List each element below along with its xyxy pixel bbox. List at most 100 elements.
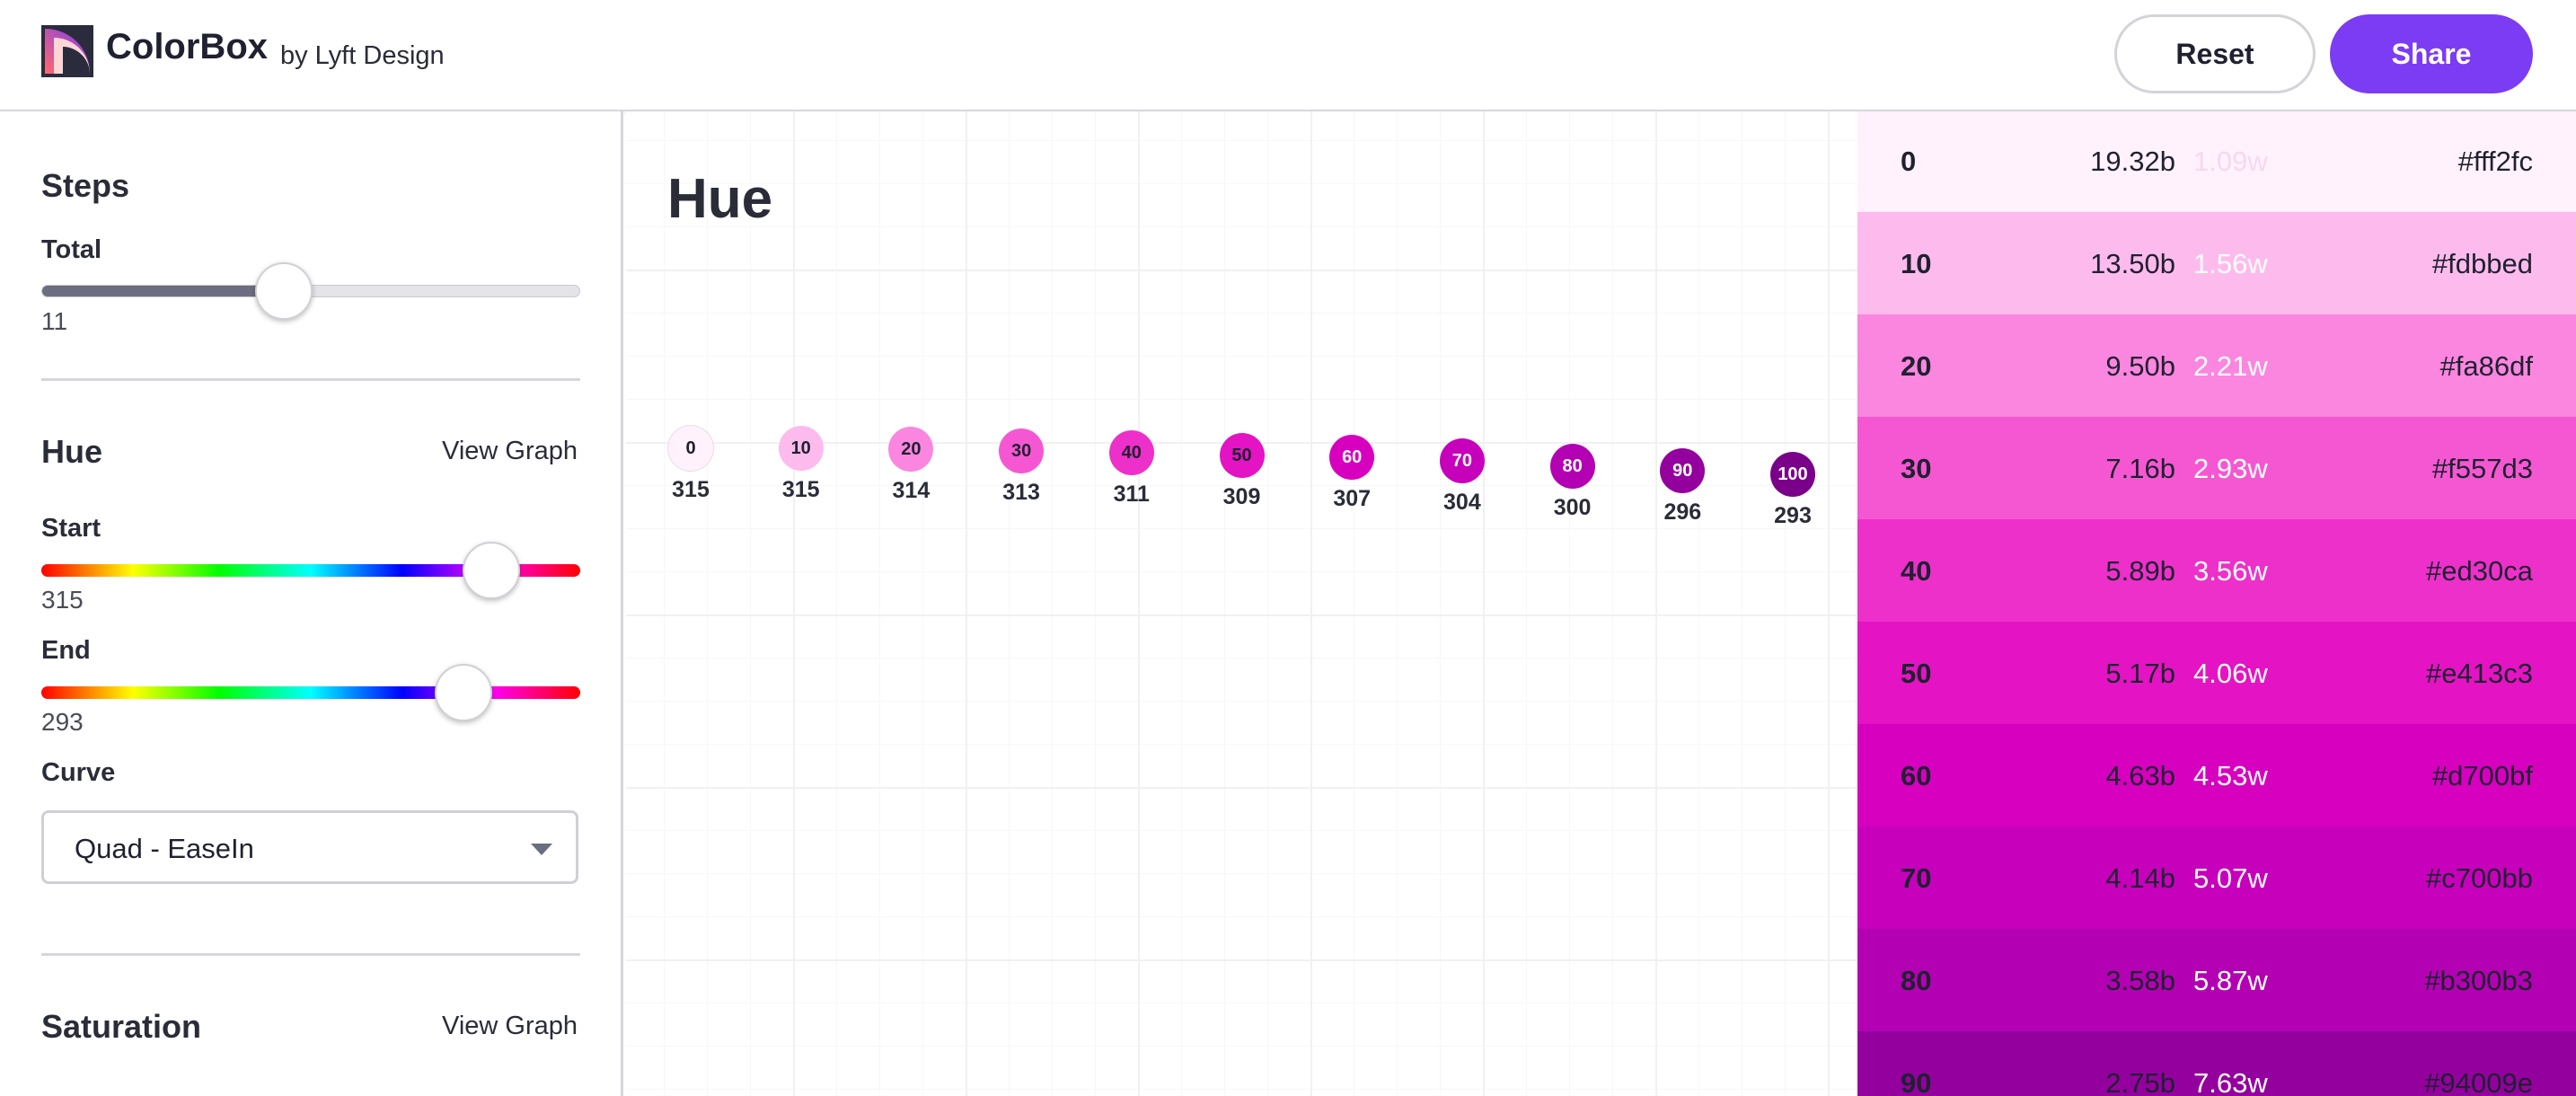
hue-graph-point[interactable]: 90 — [1660, 447, 1706, 493]
reset-button[interactable]: Reset — [2114, 14, 2316, 93]
graph-title: Hue — [667, 168, 773, 230]
hue-graph-panel: Hue 0 315 10 315 20 314 30 313 40 311 50 309 60 307 70… — [626, 111, 1857, 1096]
settings-sidebar: Steps Total 11 Hue View Graph Start 315 … — [0, 111, 623, 1096]
swatch-hex: #ed30ca — [2426, 555, 2533, 587]
swatch-hex: #94009e — [2424, 1067, 2533, 1096]
swatch-contrast-black: 2.75b — [2105, 1067, 2175, 1096]
hue-end-slider-thumb[interactable] — [435, 664, 492, 721]
hue-curve-label: Curve — [41, 758, 116, 787]
swatch-contrast-white: 4.06w — [2193, 658, 2268, 689]
hue-graph-point[interactable]: 10 — [778, 426, 824, 471]
hue-graph-point[interactable]: 20 — [888, 427, 934, 473]
swatch-contrast-black: 13.50b — [2090, 248, 2175, 279]
hue-graph-point-label: 309 — [1222, 483, 1261, 509]
hue-graph-point[interactable]: 40 — [1108, 430, 1154, 476]
swatch-hex: #e413c3 — [2426, 658, 2533, 689]
swatch-contrast-white: 1.56w — [2193, 248, 2268, 279]
brand-name: ColorBox — [106, 27, 268, 66]
hue-graph-point-label: 315 — [781, 477, 820, 502]
hue-section-title: Hue — [41, 433, 103, 470]
hue-start-slider[interactable] — [41, 564, 580, 577]
swatch-row[interactable]: 20 9.50b 2.21w #fa86df — [1857, 314, 2576, 417]
swatch-row[interactable]: 60 4.63b 4.53w #d700bf — [1857, 724, 2576, 826]
hue-start-slider-thumb[interactable] — [463, 542, 520, 599]
swatch-contrast-black: 5.89b — [2105, 555, 2175, 587]
steps-slider-fill — [42, 286, 285, 296]
hue-start-label: Start — [41, 514, 101, 543]
hue-end-value: 293 — [41, 708, 84, 736]
hue-view-graph-link[interactable]: View Graph — [442, 437, 578, 465]
hue-graph-point-label: 300 — [1553, 494, 1592, 520]
colorbox-logo-icon — [41, 25, 93, 77]
swatch-step: 90 — [1901, 1067, 1932, 1096]
swatch-step: 30 — [1901, 453, 1932, 484]
swatch-row[interactable]: 10 13.50b 1.56w #fdbbed — [1857, 212, 2576, 314]
hue-graph-point[interactable]: 30 — [999, 428, 1045, 473]
swatch-contrast-white: 1.09w — [2193, 146, 2268, 177]
hue-end-label: End — [41, 636, 91, 665]
swatch-step: 0 — [1901, 146, 1917, 177]
swatch-contrast-white: 4.53w — [2193, 760, 2268, 791]
swatch-row[interactable]: 0 19.32b 1.09w #fff2fc — [1857, 111, 2576, 212]
swatch-row[interactable]: 90 2.75b 7.63w #94009e — [1857, 1031, 2576, 1096]
steps-section-title: Steps — [41, 167, 130, 204]
hue-graph-point-label: 314 — [892, 478, 931, 504]
saturation-section-title: Saturation — [41, 1008, 202, 1045]
brand-byline: by Lyft Design — [280, 41, 445, 70]
swatch-list: 0 19.32b 1.09w #fff2fc 10 13.50b 1.56w #fdbbed 2… — [1857, 111, 2576, 1096]
swatch-step: 10 — [1901, 248, 1932, 279]
hue-graph-point[interactable]: 80 — [1549, 443, 1595, 489]
hue-graph-point[interactable]: 60 — [1329, 435, 1375, 481]
swatch-contrast-black: 7.16b — [2105, 453, 2175, 484]
swatch-contrast-black: 5.17b — [2105, 658, 2175, 689]
hue-graph-point-label: 304 — [1443, 490, 1481, 516]
swatch-hex: #fdbbed — [2431, 248, 2533, 279]
hue-graph-point-label: 296 — [1663, 499, 1702, 525]
swatch-contrast-white: 2.21w — [2193, 350, 2268, 382]
swatch-row[interactable]: 80 3.58b 5.87w #b300b3 — [1857, 929, 2576, 1031]
swatch-contrast-white: 2.93w — [2193, 453, 2268, 484]
swatch-hex: #d700bf — [2431, 760, 2533, 791]
swatch-step: 70 — [1901, 862, 1932, 894]
section-divider — [41, 953, 580, 956]
hue-graph-point-label: 307 — [1333, 486, 1372, 512]
hue-start-value: 315 — [41, 586, 84, 614]
saturation-view-graph-link[interactable]: View Graph — [442, 1012, 578, 1040]
steps-total-label: Total — [41, 235, 102, 264]
swatch-contrast-black: 4.63b — [2105, 760, 2175, 791]
swatch-contrast-black: 19.32b — [2090, 146, 2175, 177]
app-header: ColorBox by Lyft Design Reset Share — [0, 0, 2576, 111]
swatch-contrast-white: 5.07w — [2193, 862, 2268, 894]
hue-graph-point-label: 311 — [1113, 482, 1150, 508]
swatch-hex: #f557d3 — [2431, 453, 2533, 484]
swatch-contrast-white: 5.87w — [2193, 965, 2268, 996]
swatch-row[interactable]: 40 5.89b 3.56w #ed30ca — [1857, 519, 2576, 622]
swatch-hex: #fff2fc — [2457, 146, 2533, 177]
swatch-row[interactable]: 70 4.14b 5.07w #c700bb — [1857, 826, 2576, 929]
swatch-contrast-black: 3.58b — [2105, 965, 2175, 996]
hue-curve-selected-value: Quad - EaseIn — [75, 833, 254, 864]
section-divider — [41, 378, 580, 381]
hue-graph-point-label: 315 — [672, 477, 710, 502]
share-button[interactable]: Share — [2330, 14, 2533, 93]
swatch-contrast-white: 7.63w — [2193, 1067, 2268, 1096]
steps-slider-thumb[interactable] — [255, 262, 313, 320]
hue-end-slider[interactable] — [41, 686, 580, 699]
swatch-step: 40 — [1901, 555, 1932, 587]
hue-graph-point-label: 293 — [1774, 502, 1812, 528]
swatch-contrast-white: 3.56w — [2193, 555, 2268, 587]
swatch-hex: #fa86df — [2439, 350, 2533, 382]
swatch-step: 20 — [1901, 350, 1932, 382]
swatch-step: 50 — [1901, 658, 1932, 689]
hue-graph-point-label: 313 — [1002, 479, 1040, 505]
swatch-step: 60 — [1901, 760, 1932, 791]
hue-graph-point[interactable]: 0 — [668, 426, 713, 471]
hue-curve-select[interactable]: Quad - EaseIn — [41, 810, 578, 884]
hue-graph-point[interactable]: 50 — [1219, 432, 1265, 478]
swatch-row[interactable]: 50 5.17b 4.06w #e413c3 — [1857, 622, 2576, 724]
hue-graph-point[interactable]: 70 — [1439, 438, 1485, 484]
swatch-row[interactable]: 30 7.16b 2.93w #f557d3 — [1857, 417, 2576, 519]
swatch-contrast-black: 4.14b — [2105, 862, 2175, 894]
swatch-hex: #c700bb — [2426, 862, 2533, 894]
hue-graph-point[interactable]: 100 — [1770, 451, 1815, 497]
